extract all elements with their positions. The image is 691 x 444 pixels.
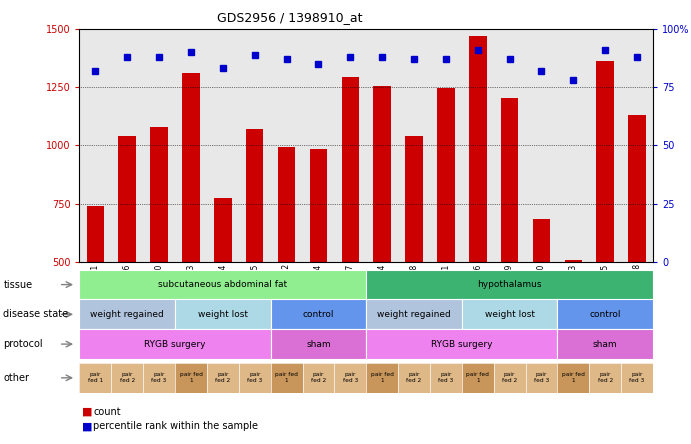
Bar	[373, 86, 391, 262]
Bar	[310, 149, 328, 262]
Bar	[118, 136, 136, 262]
Bar	[341, 77, 359, 262]
Bar	[182, 73, 200, 262]
Text: protocol: protocol	[3, 339, 43, 349]
Text: sham: sham	[306, 340, 331, 349]
Bar	[214, 198, 231, 262]
Text: weight regained: weight regained	[91, 310, 164, 319]
Text: ■: ■	[82, 421, 92, 431]
Text: pair fed
1: pair fed 1	[180, 373, 202, 383]
Bar	[151, 127, 168, 262]
Bar	[278, 147, 295, 262]
Text: pair fed
1: pair fed 1	[562, 373, 585, 383]
Text: pair
fed 2: pair fed 2	[406, 373, 422, 383]
Text: pair
fed 3: pair fed 3	[343, 373, 358, 383]
Text: control: control	[589, 310, 621, 319]
Text: pair
fed 3: pair fed 3	[151, 373, 167, 383]
Text: pair
fed 1: pair fed 1	[88, 373, 103, 383]
Bar	[565, 260, 582, 262]
Text: count: count	[93, 407, 121, 417]
Bar	[628, 115, 646, 262]
Text: control: control	[303, 310, 334, 319]
Text: pair fed
1: pair fed 1	[275, 373, 298, 383]
Text: weight regained: weight regained	[377, 310, 451, 319]
Text: pair
fed 2: pair fed 2	[502, 373, 518, 383]
Text: pair
fed 3: pair fed 3	[534, 373, 549, 383]
Text: tissue: tissue	[3, 280, 32, 289]
Text: weight lost: weight lost	[484, 310, 535, 319]
Text: pair fed
1: pair fed 1	[466, 373, 489, 383]
Text: pair
fed 3: pair fed 3	[438, 373, 453, 383]
Text: pair fed
1: pair fed 1	[371, 373, 394, 383]
Bar	[437, 88, 455, 262]
Text: pair
fed 2: pair fed 2	[311, 373, 326, 383]
Text: GDS2956 / 1398910_at: GDS2956 / 1398910_at	[218, 11, 363, 24]
Text: pair
fed 2: pair fed 2	[120, 373, 135, 383]
Bar	[533, 219, 550, 262]
Text: disease state: disease state	[3, 309, 68, 319]
Text: pair
fed 2: pair fed 2	[598, 373, 613, 383]
Text: other: other	[3, 373, 30, 383]
Text: sham: sham	[593, 340, 618, 349]
Bar	[246, 129, 263, 262]
Bar	[469, 36, 486, 262]
Bar	[86, 206, 104, 262]
Text: RYGB surgery: RYGB surgery	[431, 340, 493, 349]
Text: ■: ■	[82, 407, 92, 417]
Text: weight lost: weight lost	[198, 310, 248, 319]
Text: pair
fed 2: pair fed 2	[215, 373, 231, 383]
Text: pair
fed 3: pair fed 3	[247, 373, 263, 383]
Bar	[596, 61, 614, 262]
Bar	[501, 98, 518, 262]
Text: subcutaneous abdominal fat: subcutaneous abdominal fat	[158, 280, 287, 289]
Text: percentile rank within the sample: percentile rank within the sample	[93, 421, 258, 431]
Text: hypothalamus: hypothalamus	[477, 280, 542, 289]
Text: RYGB surgery: RYGB surgery	[144, 340, 206, 349]
Bar	[405, 136, 423, 262]
Text: pair
fed 3: pair fed 3	[630, 373, 645, 383]
